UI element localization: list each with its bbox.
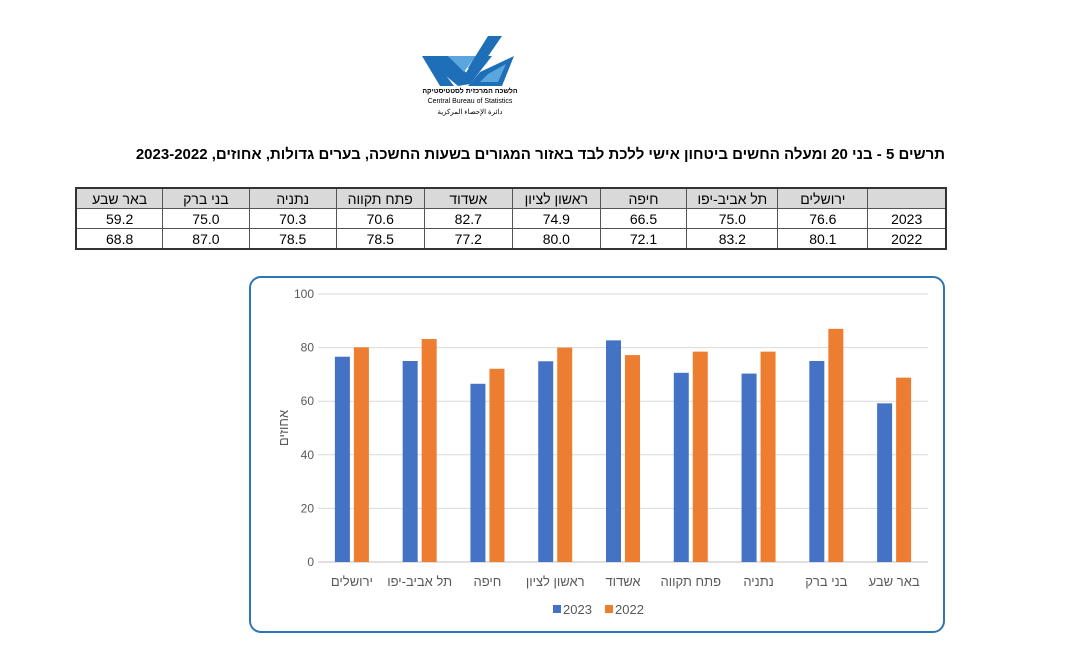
legend-swatch-2022	[605, 605, 613, 613]
table-row-year: 2023	[867, 208, 947, 229]
table-cell: 80.1	[777, 228, 869, 250]
x-tick-label: פתח תקווה	[661, 574, 722, 589]
y-tick-label: 20	[301, 501, 315, 515]
bar-2023	[673, 372, 689, 562]
table-column-header: חיפה	[599, 187, 688, 209]
bar-2022	[557, 347, 573, 562]
table-cell: 80.0	[512, 228, 601, 250]
x-tick-label: נתניה	[743, 574, 773, 589]
bar-2022	[760, 351, 776, 562]
table-cell: 87.0	[162, 228, 250, 250]
chart-title: תרשים 5 - בני 20 ומעלה החשים ביטחון אישי…	[135, 146, 945, 163]
table-row: 2022 80.1 83.2 72.1 80.0 77.2 78.5 78.5 87.0 68.8	[75, 228, 947, 250]
bar-2022	[896, 377, 912, 562]
y-tick-label: 40	[301, 448, 315, 462]
x-tick-label: ירושלים	[331, 574, 373, 589]
table-cell: 66.5	[599, 208, 688, 229]
data-table: ירושלים תל אביב-יפו חיפה ראשון לציון אשדוד פת…	[75, 187, 947, 250]
bar-2022	[353, 347, 369, 562]
y-tick-label: 0	[307, 555, 314, 569]
y-tick-label: 100	[294, 287, 314, 301]
table-cell: 83.2	[686, 228, 779, 250]
bar-2023	[334, 356, 350, 562]
bar-2023	[741, 373, 757, 562]
table-column-header: ירושלים	[777, 187, 869, 209]
table-cell: 68.8	[75, 228, 164, 250]
table-column-header: אשדוד	[423, 187, 514, 209]
bar-2023	[877, 403, 893, 562]
table-cell: 74.9	[512, 208, 601, 229]
table-cell: 75.0	[162, 208, 250, 229]
table-header-row: ירושלים תל אביב-יפו חיפה ראשון לציון אשדוד פת…	[75, 187, 947, 209]
bar-2023	[402, 361, 418, 562]
table-row: 2023 76.6 75.0 66.5 74.9 82.7 70.6 70.3 75.0 59.2	[75, 208, 947, 229]
table-cell: 70.3	[248, 208, 337, 229]
table-cell: 72.1	[599, 228, 688, 250]
x-tick-label: ראשון לציון	[526, 574, 585, 589]
bar-2022	[421, 339, 437, 562]
legend-label: 2022	[615, 602, 644, 617]
logo-text-english: Central Bureau of Statistics	[427, 98, 513, 105]
x-tick-label: תל אביב-יפו	[387, 574, 452, 589]
table-column-header: פתח תקווה	[335, 187, 425, 209]
table-column-header: באר שבע	[75, 187, 164, 209]
table-cell: 70.6	[335, 208, 425, 229]
bar-2022	[692, 351, 708, 562]
legend-label: 2023	[563, 602, 592, 617]
table-cell: 59.2	[75, 208, 164, 229]
x-tick-label: בני ברק	[805, 574, 847, 589]
bar-2023	[809, 361, 825, 562]
table-column-header: תל אביב-יפו	[686, 187, 779, 209]
x-tick-label: חיפה	[474, 574, 502, 589]
logo-text-hebrew: הלשכה המרכזית לסטטיסטיקה	[422, 88, 518, 95]
bar-2023	[470, 383, 486, 562]
table-cell: 75.0	[686, 208, 779, 229]
y-tick-label: 60	[301, 394, 315, 408]
legend-swatch-2023	[553, 605, 561, 613]
bar-2022	[625, 355, 640, 562]
bar-2022	[489, 368, 505, 562]
bar-2022	[828, 328, 844, 562]
table-row-year: 2022	[867, 228, 947, 250]
y-axis-label: אחוזים	[276, 410, 291, 446]
table-cell: 77.2	[423, 228, 514, 250]
table-cell: 78.5	[335, 228, 425, 250]
bar-2023	[606, 340, 621, 562]
table-cell: 78.5	[248, 228, 337, 250]
x-tick-label: באר שבע	[869, 574, 920, 589]
table-cell: 76.6	[777, 208, 869, 229]
cbs-logo	[422, 36, 514, 86]
bar-2023	[538, 361, 554, 562]
x-tick-label: אשדוד	[605, 574, 640, 589]
table-cell: 82.7	[423, 208, 514, 229]
chart-frame	[249, 276, 945, 633]
logo-text-arabic: دائرة الإحصاء المركزية	[437, 109, 503, 116]
y-tick-label: 80	[301, 341, 315, 355]
